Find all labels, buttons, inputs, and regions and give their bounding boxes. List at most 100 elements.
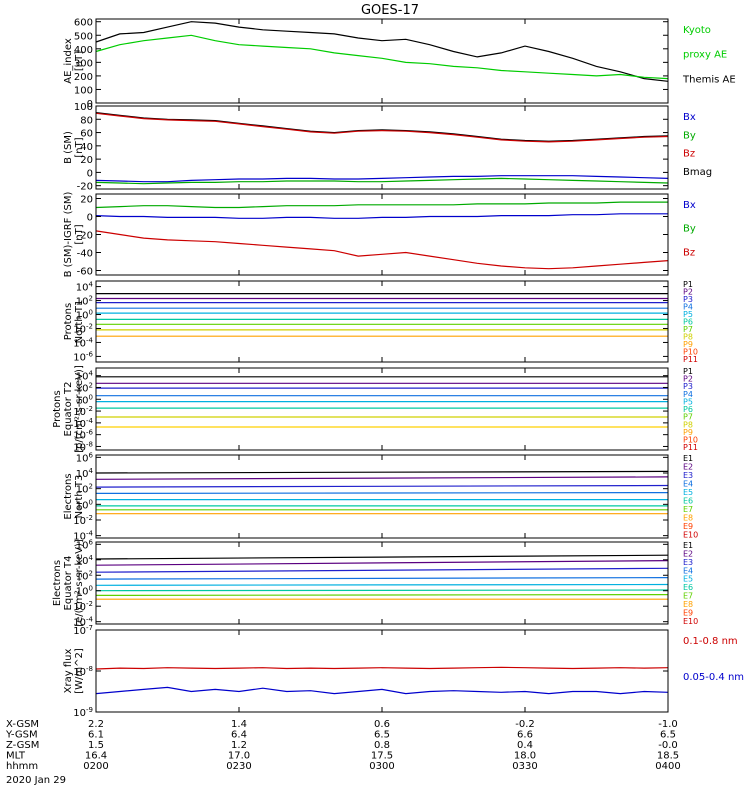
legend-label: E6 [683, 583, 693, 592]
legend-label: By [683, 224, 696, 235]
legend-label: By [683, 130, 696, 141]
y-tick-exponent: 4 [89, 281, 94, 289]
y-tick-exponent: 0 [89, 585, 93, 593]
x-row-value: 1.5 [88, 740, 104, 751]
y-tick-exponent: 0 [89, 498, 93, 506]
y-tick-exponent: 2 [89, 483, 93, 491]
y-tick-exponent: -2 [86, 405, 93, 413]
legend-label: P2 [683, 375, 693, 384]
y-axis-label: [nT] [74, 224, 85, 244]
x-row-value: 6.5 [374, 730, 390, 741]
legend-label: P5 [683, 397, 693, 406]
x-row-value: 2.2 [88, 719, 104, 730]
legend-label: Bx [683, 200, 696, 211]
legend-label: E4 [683, 480, 693, 489]
y-tick-exponent: -4 [86, 336, 94, 344]
legend-label: P8 [683, 333, 693, 342]
y-tick-label: 0 [87, 99, 93, 110]
legend-label: P6 [683, 318, 693, 327]
x-row-value: 18.5 [657, 751, 679, 762]
y-tick-label: 500 [74, 31, 93, 42]
series-line-db-2 [95, 230, 669, 270]
legend-label: E10 [683, 617, 698, 626]
legend-label: E7 [683, 592, 693, 601]
legend-label: E2 [683, 463, 693, 472]
legend-label: P11 [683, 443, 698, 452]
x-row-value: 18.0 [514, 751, 536, 762]
series-line-ee-0 [95, 554, 669, 560]
series-line-ee-5 [95, 589, 669, 592]
x-row-value: 17.0 [228, 751, 250, 762]
panel-frame [95, 629, 669, 713]
x-row-value: 1.2 [231, 740, 247, 751]
legend-label: P9 [683, 428, 693, 437]
y-tick-exponent: 4 [89, 554, 94, 562]
panel-b: 100 80 60 40 20 0 -20 B (SM) [nT] Bx By Bz Bmag [63, 102, 712, 193]
y-axis-label: [nT] [74, 51, 85, 71]
y-tick-label: -20 [77, 231, 93, 242]
y-tick-label: 600 [74, 18, 93, 29]
y-tick-exponent: -8 [86, 665, 93, 673]
y-tick-label: 200 [74, 72, 93, 83]
y-tick-label: 300 [74, 58, 93, 69]
y-axis-label: B (SM)-IGRF (SM) [63, 192, 74, 278]
y-tick-label: 106 [76, 451, 94, 464]
x-row-label: hhmm [6, 761, 38, 772]
legend-label: E5 [683, 488, 693, 497]
y-tick-exponent: -6 [86, 429, 94, 437]
y-tick-exponent: 6 [89, 538, 94, 546]
legend-label: P3 [683, 382, 693, 391]
y-axis-label: [W/m^2] [74, 648, 85, 694]
y-tick-label: -40 [77, 249, 93, 260]
y-tick-exponent: 0 [89, 393, 93, 401]
legend-label: P6 [683, 405, 693, 414]
legend-label: E8 [683, 514, 693, 523]
y-tick-label: 100 [74, 102, 93, 113]
plot-title: GOES-17 [361, 3, 419, 18]
legend-label: E3 [683, 558, 693, 567]
legend-label: P10 [683, 436, 698, 445]
legend-label: P8 [683, 420, 693, 429]
legend-label: E6 [683, 497, 693, 506]
x-row-value: 17.5 [371, 751, 393, 762]
x-row-value: 0400 [655, 761, 680, 772]
y-tick-label: 104 [76, 281, 94, 294]
date-label: 2020 Jan 29 [6, 775, 66, 786]
y-axis-label: [p/(cm²-s-sr-keV)] [74, 365, 85, 453]
y-tick-label: 10-9 [73, 706, 93, 719]
y-tick-exponent: 2 [89, 569, 93, 577]
y-tick-exponent: 0 [89, 309, 93, 317]
y-axis-label: Xray flux [63, 649, 74, 694]
y-tick-label: 80 [80, 115, 93, 126]
series-line-b-2 [95, 175, 669, 183]
y-tick-label: 10-7 [73, 624, 93, 637]
legend-label: P3 [683, 295, 693, 304]
legend-label: E9 [683, 522, 693, 531]
legend-label: P1 [683, 280, 693, 289]
legend-label: Bz [683, 247, 695, 258]
x-row-value: -0.0 [658, 740, 678, 751]
series-line-en-0 [95, 470, 669, 474]
series-line-xray-0 [95, 666, 669, 670]
y-tick-exponent: -4 [86, 530, 94, 538]
y-tick-label: 60 [80, 129, 93, 140]
y-tick-label: 40 [80, 142, 93, 153]
series-line-ee-6 [95, 593, 669, 597]
series-line-ee-4 [95, 583, 669, 586]
y-tick-label: 20 [80, 155, 93, 166]
y-axis-label: AE_index [63, 38, 74, 84]
legend-label: E2 [683, 549, 693, 558]
x-row-value: 6.4 [231, 730, 247, 741]
series-line-ee-2 [95, 567, 669, 573]
legend-label: Bx [683, 112, 696, 123]
y-tick-label: 400 [74, 45, 93, 56]
series-line-en-2 [95, 484, 669, 488]
y-tick-exponent: -8 [86, 440, 93, 448]
y-tick-label: 0 [87, 213, 93, 224]
legend-label: P7 [683, 325, 693, 334]
